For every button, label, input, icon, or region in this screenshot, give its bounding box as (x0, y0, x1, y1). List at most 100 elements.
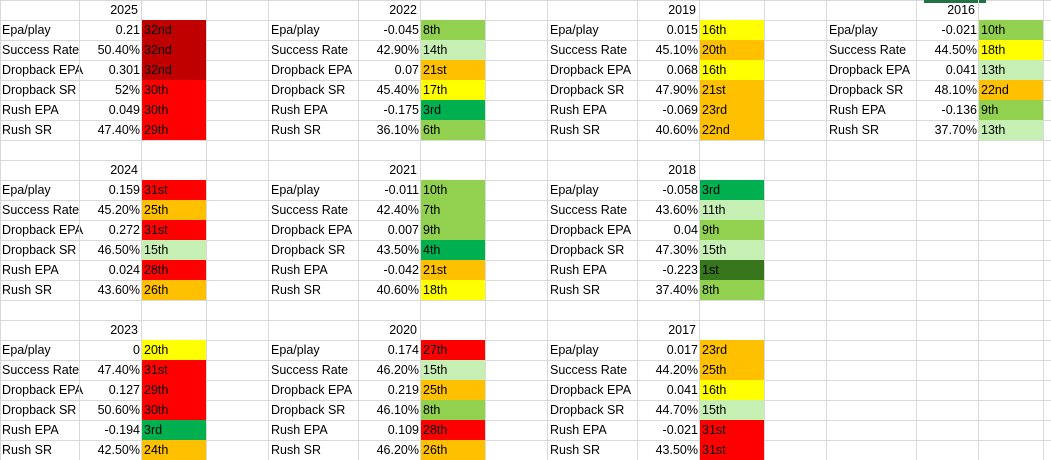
metric-label-cell[interactable]: Rush EPA (829, 103, 886, 117)
metric-value-cell[interactable]: 0.301 (108, 63, 140, 77)
metric-label-cell[interactable]: Epa/play (271, 23, 320, 37)
metric-value-cell[interactable]: 0.219 (387, 383, 419, 397)
metric-value-cell[interactable]: 50.60% (97, 403, 140, 417)
metric-label-cell[interactable]: Rush SR (550, 283, 601, 297)
metric-value-cell[interactable]: 0.21 (115, 23, 140, 37)
rank-cell[interactable]: 17th (421, 80, 486, 100)
metric-value-cell[interactable]: -0.042 (383, 263, 419, 277)
metric-label-cell[interactable]: Dropback SR (2, 83, 77, 97)
rank-cell[interactable]: 30th (142, 80, 207, 100)
metric-label-cell[interactable]: Rush SR (829, 123, 880, 137)
metric-label-cell[interactable]: Dropback SR (550, 243, 625, 257)
metric-value-cell[interactable]: 0.174 (387, 343, 419, 357)
metric-value-cell[interactable]: 47.40% (97, 123, 140, 137)
metric-label-cell[interactable]: Success Rate (2, 363, 80, 377)
metric-value-cell[interactable]: 42.40% (376, 203, 419, 217)
metric-label-cell[interactable]: Dropback SR (550, 403, 625, 417)
rank-cell[interactable]: 18th (979, 40, 1044, 60)
metric-label-cell[interactable]: Dropback SR (550, 83, 625, 97)
metric-label-cell[interactable]: Epa/play (271, 183, 320, 197)
rank-cell[interactable]: 21st (421, 60, 486, 80)
metric-value-cell[interactable]: 42.90% (376, 43, 419, 57)
rank-cell[interactable]: 4th (421, 240, 486, 260)
year-header[interactable]: 2020 (389, 323, 417, 337)
metric-value-cell[interactable]: 37.40% (655, 283, 698, 297)
year-header[interactable]: 2021 (389, 163, 417, 177)
rank-cell[interactable]: 3rd (421, 100, 486, 120)
metric-value-cell[interactable]: -0.021 (662, 423, 698, 437)
metric-label-cell[interactable]: Dropback EPA (271, 63, 353, 77)
rank-cell[interactable]: 10th (979, 20, 1044, 40)
metric-label-cell[interactable]: Success Rate (550, 43, 628, 57)
rank-cell[interactable]: 26th (421, 440, 486, 460)
metric-value-cell[interactable]: 0.159 (108, 183, 140, 197)
rank-cell[interactable]: 13th (979, 60, 1044, 80)
metric-value-cell[interactable]: 0.007 (387, 223, 419, 237)
metric-value-cell[interactable]: -0.021 (941, 23, 977, 37)
metric-value-cell[interactable]: -0.045 (383, 23, 419, 37)
rank-cell[interactable]: 28th (421, 420, 486, 440)
rank-cell[interactable]: 7th (421, 200, 486, 220)
metric-value-cell[interactable]: 46.20% (376, 363, 419, 377)
metric-value-cell[interactable]: -0.058 (662, 183, 698, 197)
metric-value-cell[interactable]: 40.60% (376, 283, 419, 297)
rank-cell[interactable]: 25th (700, 360, 765, 380)
metric-value-cell[interactable]: 36.10% (376, 123, 419, 137)
rank-cell[interactable]: 13th (979, 120, 1044, 140)
metric-value-cell[interactable]: 0.041 (666, 383, 698, 397)
rank-cell[interactable]: 24th (142, 440, 207, 460)
metric-value-cell[interactable]: -0.011 (384, 183, 419, 197)
metric-label-cell[interactable]: Success Rate (2, 43, 80, 57)
rank-cell[interactable]: 23rd (700, 100, 765, 120)
metric-label-cell[interactable]: Dropback SR (829, 83, 904, 97)
metric-value-cell[interactable]: 0.109 (387, 423, 419, 437)
rank-cell[interactable]: 15th (142, 240, 207, 260)
metric-value-cell[interactable]: 47.40% (97, 363, 140, 377)
year-header[interactable]: 2016 (947, 3, 975, 17)
year-header[interactable]: 2019 (668, 3, 696, 17)
year-header[interactable]: 2025 (110, 3, 138, 17)
metric-value-cell[interactable]: 48.10% (934, 83, 977, 97)
metric-value-cell[interactable]: 46.10% (376, 403, 419, 417)
rank-cell[interactable]: 6th (421, 120, 486, 140)
rank-cell[interactable]: 31st (142, 220, 207, 240)
metric-label-cell[interactable]: Epa/play (2, 23, 51, 37)
rank-cell[interactable]: 15th (700, 400, 765, 420)
rank-cell[interactable]: 22nd (979, 80, 1044, 100)
rank-cell[interactable]: 18th (421, 280, 486, 300)
metric-label-cell[interactable]: Success Rate (271, 203, 349, 217)
metric-label-cell[interactable]: Rush SR (550, 443, 601, 457)
metric-label-cell[interactable]: Epa/play (550, 343, 599, 357)
rank-cell[interactable]: 15th (700, 240, 765, 260)
rank-cell[interactable]: 9th (421, 220, 486, 240)
rank-cell[interactable]: 21st (700, 80, 765, 100)
rank-cell[interactable]: 1st (700, 260, 765, 280)
metric-value-cell[interactable]: 43.60% (655, 203, 698, 217)
metric-label-cell[interactable]: Rush SR (271, 283, 322, 297)
rank-cell[interactable]: 31st (142, 360, 207, 380)
metric-value-cell[interactable]: 0.272 (108, 223, 140, 237)
metric-value-cell[interactable]: -0.223 (662, 263, 698, 277)
metric-label-cell[interactable]: Dropback EPA (550, 223, 632, 237)
metric-label-cell[interactable]: Dropback SR (271, 403, 346, 417)
metric-value-cell[interactable]: 50.40% (97, 43, 140, 57)
metric-value-cell[interactable]: 0.07 (394, 63, 419, 77)
rank-cell[interactable]: 15th (421, 360, 486, 380)
metric-label-cell[interactable]: Success Rate (2, 203, 80, 217)
metric-label-cell[interactable]: Epa/play (2, 343, 51, 357)
rank-cell[interactable]: 22nd (700, 120, 765, 140)
year-header[interactable]: 2018 (668, 163, 696, 177)
metric-label-cell[interactable]: Rush SR (271, 443, 322, 457)
metric-label-cell[interactable]: Rush EPA (271, 263, 328, 277)
metric-label-cell[interactable]: Rush EPA (550, 423, 607, 437)
rank-cell[interactable]: 8th (421, 20, 486, 40)
metric-label-cell[interactable]: Epa/play (829, 23, 878, 37)
metric-label-cell[interactable]: Dropback EPA (829, 63, 911, 77)
metric-label-cell[interactable]: Rush SR (2, 443, 53, 457)
metric-value-cell[interactable]: -0.175 (383, 103, 419, 117)
metric-value-cell[interactable]: 47.30% (655, 243, 698, 257)
metric-value-cell[interactable]: 0.015 (666, 23, 698, 37)
metric-value-cell[interactable]: 44.50% (934, 43, 977, 57)
year-header[interactable]: 2023 (110, 323, 138, 337)
